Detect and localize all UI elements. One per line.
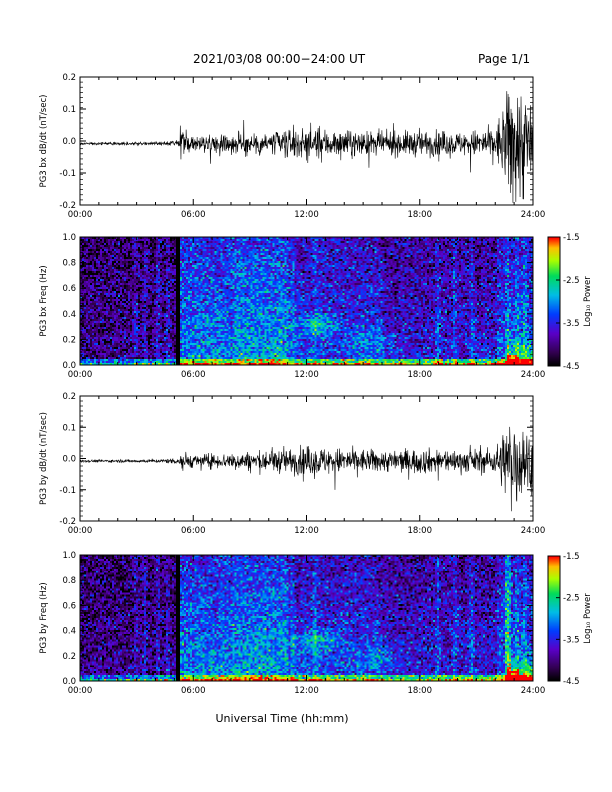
y-tick-label: 0.4 — [62, 310, 76, 320]
y-tick-label: -0.2 — [59, 517, 76, 527]
y-tick-label: 0.0 — [62, 455, 76, 465]
y-axis-label: PG3 by Freq (Hz) — [39, 582, 49, 653]
x-tick-label: 12:00 — [294, 370, 319, 380]
y-tick-label: -0.2 — [59, 201, 76, 211]
colorbar-tick-label: -4.5 — [563, 362, 580, 372]
trace-line — [79, 91, 534, 203]
colorbar-title: Log₁₀ Power — [583, 593, 593, 644]
colorbar — [548, 237, 560, 366]
y-tick-label: 0.2 — [62, 335, 76, 345]
y-tick-label: 0.2 — [62, 392, 76, 402]
y-tick-label: 0.0 — [62, 677, 76, 687]
page-indicator: Page 1/1 — [478, 52, 531, 66]
y-axis-label: PG3 bx Freq (Hz) — [39, 265, 49, 336]
x-tick-label: 12:00 — [294, 210, 319, 220]
y-tick-label: 0.1 — [62, 105, 76, 115]
y-tick-label: 0.8 — [62, 259, 76, 269]
x-tick-label: 24:00 — [521, 370, 546, 380]
x-tick-label: 24:00 — [521, 210, 546, 220]
colorbar-tick-label: -4.5 — [563, 677, 580, 687]
x-tick-label: 00:00 — [68, 686, 93, 696]
x-tick-label: 18:00 — [408, 526, 433, 536]
colorbar-tick-label: -2.5 — [563, 276, 580, 286]
x-tick-label: 06:00 — [181, 686, 206, 696]
y-tick-label: 1.0 — [62, 233, 76, 243]
x-tick-label: 24:00 — [521, 686, 546, 696]
spectrogram-image — [80, 555, 533, 681]
x-axis-label: Universal Time (hh:mm) — [216, 712, 349, 725]
colorbar-tick-label: -1.5 — [563, 552, 580, 562]
colorbar-title: Log₁₀ Power — [583, 276, 593, 327]
x-tick-label: 12:00 — [294, 686, 319, 696]
colorbar-tick-label: -3.5 — [563, 319, 580, 329]
y-axis-label: PG3 by dB/dt (nT/sec) — [39, 412, 49, 505]
y-tick-label: 0.1 — [62, 423, 76, 433]
x-tick-label: 00:00 — [68, 210, 93, 220]
y-axis-label: PG3 bx dB/dt (nT/sec) — [39, 95, 49, 188]
y-tick-label: 0.2 — [62, 652, 76, 662]
colorbar-tick-label: -2.5 — [563, 594, 580, 604]
y-tick-label: 0.6 — [62, 601, 76, 611]
x-tick-label: 00:00 — [68, 370, 93, 380]
y-tick-label: 1.0 — [62, 551, 76, 561]
spectrogram-image — [80, 237, 533, 365]
x-tick-label: 06:00 — [181, 210, 206, 220]
y-tick-label: 0.0 — [62, 137, 76, 147]
x-tick-label: 12:00 — [294, 526, 319, 536]
y-tick-label: -0.1 — [59, 169, 76, 179]
x-tick-label: 00:00 — [68, 526, 93, 536]
y-tick-label: 0.2 — [62, 73, 76, 83]
x-tick-label: 18:00 — [408, 210, 433, 220]
colorbar-tick-label: -3.5 — [563, 635, 580, 645]
y-tick-label: 0.0 — [62, 361, 76, 371]
x-tick-label: 24:00 — [521, 526, 546, 536]
colorbar — [548, 556, 560, 681]
y-tick-label: 0.8 — [62, 576, 76, 586]
chart-title: 2021/03/08 00:00−24:00 UT — [193, 52, 366, 66]
colorbar-tick-label: -1.5 — [563, 233, 580, 243]
x-tick-label: 06:00 — [181, 526, 206, 536]
y-tick-label: -0.1 — [59, 486, 76, 496]
x-tick-label: 06:00 — [181, 370, 206, 380]
x-tick-label: 18:00 — [408, 370, 433, 380]
trace-line — [79, 426, 534, 512]
x-tick-label: 18:00 — [408, 686, 433, 696]
y-tick-label: 0.6 — [62, 284, 76, 294]
y-tick-label: 0.4 — [62, 627, 76, 637]
